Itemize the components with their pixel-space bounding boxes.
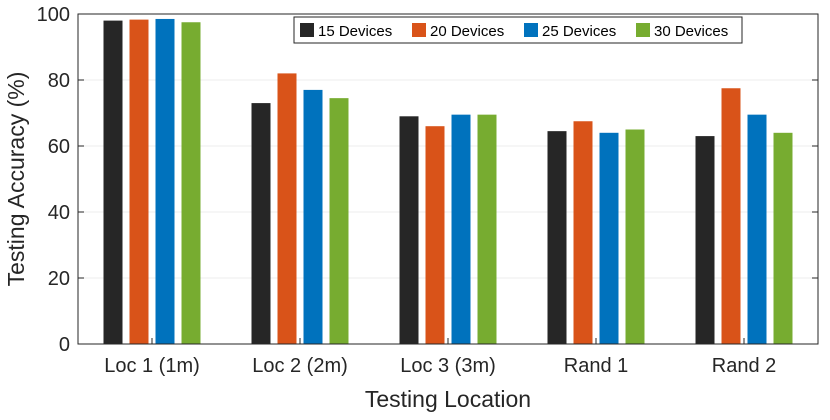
bar-group	[547, 121, 645, 344]
y-tick-label: 80	[48, 70, 70, 92]
bar	[399, 116, 419, 344]
legend-label: 25 Devices	[542, 23, 616, 40]
bar	[155, 18, 175, 344]
legend-label: 15 Devices	[318, 23, 392, 40]
bar	[599, 132, 619, 344]
legend-item: 20 Devices	[412, 23, 504, 40]
y-axis-label: Testing Accuracy (%)	[3, 72, 29, 287]
y-tick-label: 0	[59, 334, 70, 356]
legend-item: 15 Devices	[300, 23, 392, 40]
bar	[277, 73, 297, 345]
x-axis-label: Testing Location	[365, 386, 531, 412]
legend-swatch	[412, 23, 426, 37]
x-tick-label: Loc 1 (1m)	[104, 355, 200, 377]
bar	[477, 114, 497, 345]
bar-group	[103, 18, 201, 345]
y-tick-label: 40	[48, 202, 70, 224]
bar-groups	[103, 18, 793, 345]
bar	[695, 136, 715, 344]
bar	[103, 20, 123, 344]
y-gridlines	[78, 79, 818, 279]
bar-group	[399, 114, 497, 345]
legend-label: 20 Devices	[430, 23, 504, 40]
bar-group	[251, 73, 349, 345]
x-tick-label: Loc 3 (3m)	[400, 355, 496, 377]
legend-box	[293, 16, 743, 44]
y-axis-ticks: 0 20 40 60 80 100	[37, 4, 818, 356]
legend-item: 25 Devices	[524, 23, 616, 40]
x-axis-ticks: Loc 1 (1m) Loc 2 (2m) Loc 3 (3m) Rand 1 Rand…	[104, 338, 776, 377]
x-tick-label: Loc 2 (2m)	[252, 355, 348, 377]
bar	[181, 22, 201, 344]
bar	[425, 126, 445, 344]
bar	[625, 129, 645, 344]
bar	[573, 121, 593, 344]
bar	[129, 19, 149, 345]
bar	[303, 89, 323, 345]
y-tick-label: 100	[37, 4, 70, 26]
legend-swatch	[636, 23, 650, 37]
legend-item: 30 Devices	[636, 23, 728, 40]
x-tick-label: Rand 1	[564, 355, 629, 377]
bar	[721, 88, 741, 344]
legend: 15 Devices 20 Devices 25 Devices 30 Devices	[293, 16, 743, 44]
bar	[251, 103, 271, 344]
legend-label: 30 Devices	[654, 23, 728, 40]
legend-swatch	[524, 23, 538, 37]
bar	[747, 114, 767, 345]
y-tick-label: 20	[48, 268, 70, 290]
bar	[773, 132, 793, 344]
bar	[547, 131, 567, 344]
legend-swatch	[300, 23, 314, 37]
x-tick-label: Rand 2	[712, 355, 777, 377]
y-tick-label: 60	[48, 136, 70, 158]
bar	[329, 98, 349, 345]
bar-group	[695, 88, 793, 345]
bar	[451, 114, 471, 345]
